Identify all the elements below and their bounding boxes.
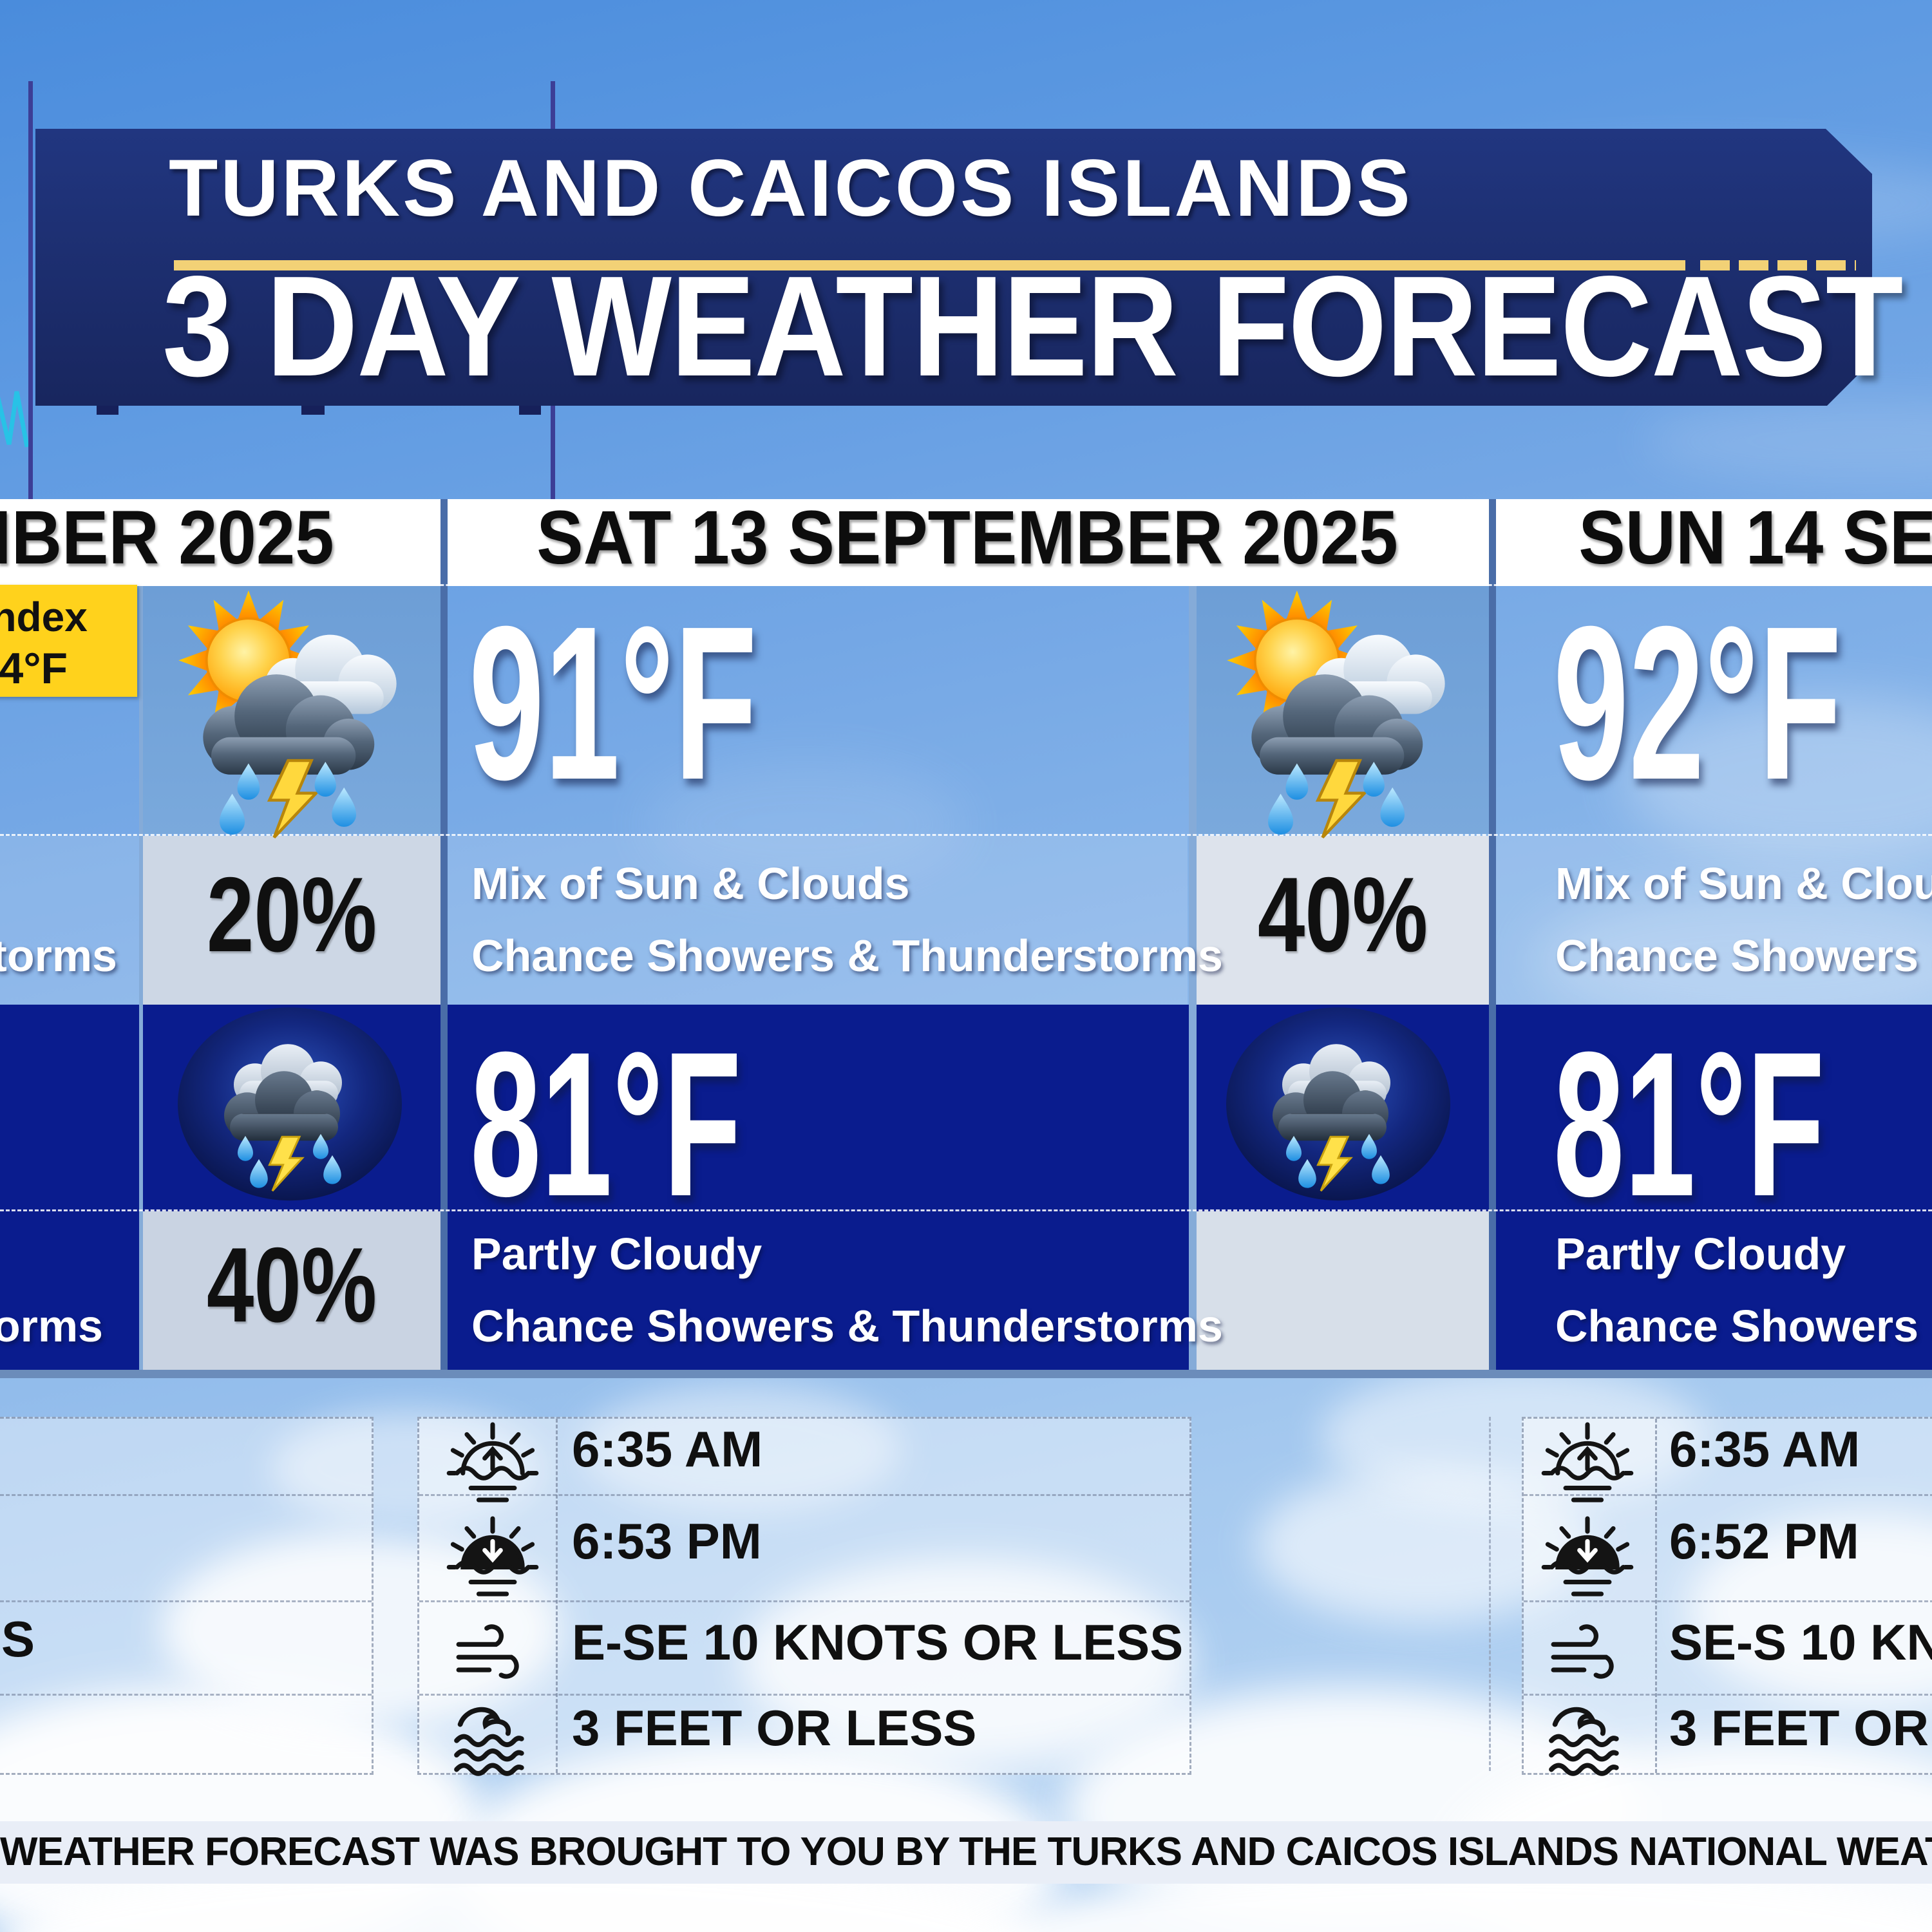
precip-chance-sat-day: 40%: [1257, 855, 1428, 974]
footer-credit-text: WEATHER FORECAST WAS BROUGHT TO YOU BY T…: [0, 1830, 1932, 1874]
banner-tab: [97, 406, 118, 415]
precip-chance-fri-night: 40%: [206, 1226, 377, 1344]
low-temp-sat: 81°F: [470, 1009, 742, 1239]
astro-row: [0, 1602, 372, 1696]
night-condition-line1-sat: Partly Cloudy: [471, 1229, 762, 1279]
sunset-time-sun: 6:52 PM: [1669, 1513, 1859, 1569]
night-condition-line1-sun: Partly Cloudy: [1555, 1229, 1846, 1279]
region-title: TURKS AND CAICOS ISLANDS: [169, 144, 1413, 233]
astro-row: [419, 1602, 1189, 1696]
pop-cell-sat-night: [1197, 1211, 1489, 1370]
grid-line: [139, 586, 143, 1370]
cloud-puff: [580, 1385, 902, 1513]
night-storm-icon: [178, 1007, 402, 1201]
grid-line: [1189, 586, 1197, 1370]
precip-chance-fri-day: 20%: [206, 855, 377, 974]
column-divider: [440, 499, 448, 1370]
panel-divider: [1489, 1417, 1491, 1771]
desc-band-sun: [1496, 836, 1932, 1005]
astro-row: [1524, 1602, 1932, 1696]
night-storm-icon: [1226, 1007, 1450, 1201]
wind-icon: [456, 1624, 519, 1679]
banner-rule: [174, 260, 1685, 270]
astro-panel-sat: [417, 1417, 1191, 1775]
pop-cell-fri-night: [143, 1211, 440, 1370]
wind-text-sun: SE-S 10 KNOTS OR LESS: [1669, 1614, 1932, 1671]
cloud-puff: [741, 1558, 1191, 1765]
waves-icon: [454, 1707, 524, 1776]
pop-cell-fri-day: [143, 836, 440, 1005]
desc-band-sat: [448, 836, 1188, 1005]
astro-row: [0, 1419, 372, 1496]
sunrise-time-sat: 6:35 AM: [572, 1421, 763, 1477]
banner-rule-dashes: [1700, 260, 1856, 270]
cloud-wisp: [1642, 399, 1932, 483]
table-bottom-strip: [0, 1370, 1932, 1378]
sun-storm-icon: [178, 590, 397, 838]
column-divider: [1489, 499, 1496, 1370]
cloud-wisp: [644, 760, 966, 889]
sunrise-time-sun: 6:35 AM: [1669, 1421, 1861, 1477]
row-divider: [0, 834, 1932, 836]
banner-tab: [301, 406, 325, 415]
waves-icon: [1549, 1707, 1619, 1776]
sunset-icon: [1541, 1516, 1634, 1596]
astro-row: [1524, 1419, 1932, 1496]
heat-index-label: Heat Index: [0, 594, 88, 640]
footer-bar: [0, 1821, 1932, 1884]
main-title: 3 DAY WEATHER FORECAST: [162, 247, 1903, 406]
night-condition-line2-sun: Chance Showers & Thunderstorms: [1555, 1301, 1932, 1351]
day-column-header-sun: SUN 14 SEPTEMBER 2025: [1578, 495, 1932, 580]
day-condition-fragment-fri: Chance Showers & Thunderstorms: [0, 931, 117, 981]
day-condition-line2-sat: Chance Showers & Thunderstorms: [471, 931, 1223, 981]
desc-band-fri: [0, 836, 139, 1005]
heat-index-value: 104°F: [0, 644, 68, 693]
sunrise-icon: [1541, 1422, 1634, 1502]
banner-tab: [519, 406, 541, 415]
high-temp-sat: 91°F: [469, 581, 757, 826]
sunset-time-sat: 6:53 PM: [572, 1513, 762, 1569]
wind-icon: [1551, 1624, 1614, 1679]
high-temp-sun: 92°F: [1553, 581, 1842, 826]
astro-row: [0, 1496, 372, 1602]
night-condition-fragment-fri: Chance Showers & Thunderstorms: [0, 1301, 103, 1351]
day-condition-line1-sun: Mix of Sun & Clouds: [1555, 858, 1932, 909]
astro-panel-fri: [0, 1417, 374, 1775]
decor-line: [28, 81, 33, 500]
day-condition-line2-sun: Chance Showers & Thunderstorms: [1555, 931, 1932, 981]
seas-text-sun: 3 FEET OR LESS: [1669, 1700, 1932, 1756]
cloud-puff: [1320, 1365, 1707, 1507]
day-condition-line1-sat: Mix of Sun & Clouds: [471, 858, 910, 909]
wind-text-fragment-fri: S: [1, 1611, 35, 1667]
date-header-row: [0, 499, 1932, 586]
row-divider: [0, 1209, 1932, 1211]
low-temp-sun: 81°F: [1553, 1009, 1825, 1239]
pop-cell-sat-day: [1197, 836, 1489, 1005]
row-divider: [0, 584, 1932, 586]
logo-zigzag-icon: [0, 391, 28, 448]
astro-row: [419, 1419, 1189, 1496]
seas-text-sat: 3 FEET OR LESS: [572, 1700, 977, 1756]
heat-index-box: Heat Index 104°F: [0, 585, 137, 697]
day-column-header-fri: FRI 12 SEPTEMBER 2025: [0, 495, 334, 580]
sunset-icon: [446, 1516, 539, 1596]
astro-row: [419, 1496, 1189, 1602]
night-condition-line2-sat: Chance Showers & Thunderstorms: [471, 1301, 1223, 1351]
astro-row: [1524, 1496, 1932, 1602]
sunrise-icon: [446, 1422, 539, 1502]
day-column-header-sat: SAT 13 SEPTEMBER 2025: [536, 495, 1398, 580]
wind-text-sat: E-SE 10 KNOTS OR LESS: [572, 1614, 1184, 1671]
sun-storm-icon: [1227, 590, 1445, 838]
